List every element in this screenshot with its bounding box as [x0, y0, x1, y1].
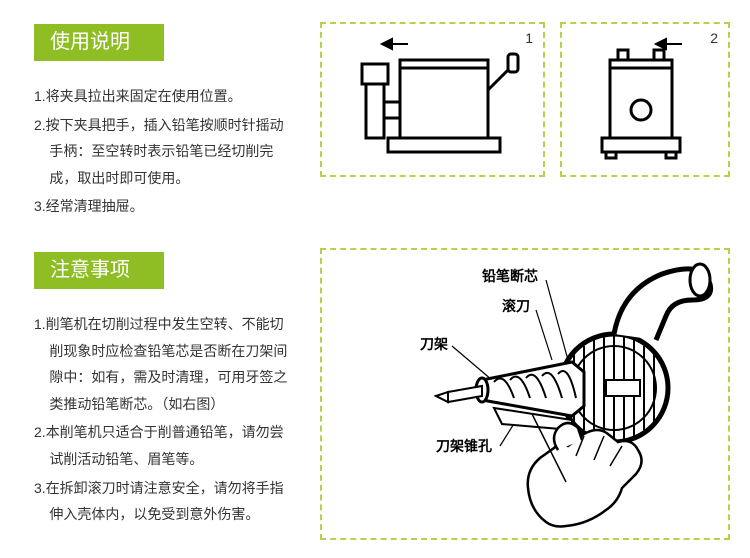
figure-number: 2 [710, 30, 718, 46]
section-header-cautions: 注意事项 [34, 252, 164, 289]
sharpener-front-diagram-icon [562, 24, 728, 175]
caution-item: 2.本削笔机只适合于削普通铅笔，请勿尝试削活动铅笔、眉笔等。 [34, 419, 289, 472]
instruction-item: 3.经常清理抽屉。 [34, 193, 289, 220]
figure-box-1: 1 [320, 22, 545, 177]
instruction-item: 1.将夹具拉出来固定在使用位置。 [34, 83, 289, 110]
instructions-list: 1.将夹具拉出来固定在使用位置。 2.按下夹具把手，插入铅笔按顺时针摇动手柄：至… [34, 83, 289, 220]
instruction-item: 2.按下夹具把手，插入铅笔按顺时针摇动手柄：至空转时表示铅笔已经切削完成，取出时… [34, 112, 289, 192]
section-header-usage: 使用说明 [34, 24, 164, 61]
figure-number: 1 [525, 30, 533, 46]
cutter-assembly-diagram-icon [322, 250, 728, 538]
label-holder: 刀架 [420, 334, 448, 354]
cautions-list: 1.削笔机在切削过程中发生空转、不能切削现象时应检查铅笔芯是否断在刀架间隙中：如… [34, 311, 289, 528]
label-taper-hole: 刀架锥孔 [436, 436, 492, 456]
label-hob: 滚刀 [502, 296, 530, 316]
caution-item: 3.在拆卸滚刀时请注意安全，请勿将手指伸入壳体内，以免受到意外伤害。 [34, 475, 289, 528]
sharpener-side-diagram-icon [322, 24, 543, 175]
label-broken-core: 铅笔断芯 [482, 266, 538, 286]
figure-box-2: 2 [560, 22, 730, 177]
figure-box-3: 铅笔断芯 滚刀 刀架 刀架锥孔 [320, 248, 730, 540]
caution-item: 1.削笔机在切削过程中发生空转、不能切削现象时应检查铅笔芯是否断在刀架间隙中：如… [34, 311, 289, 417]
